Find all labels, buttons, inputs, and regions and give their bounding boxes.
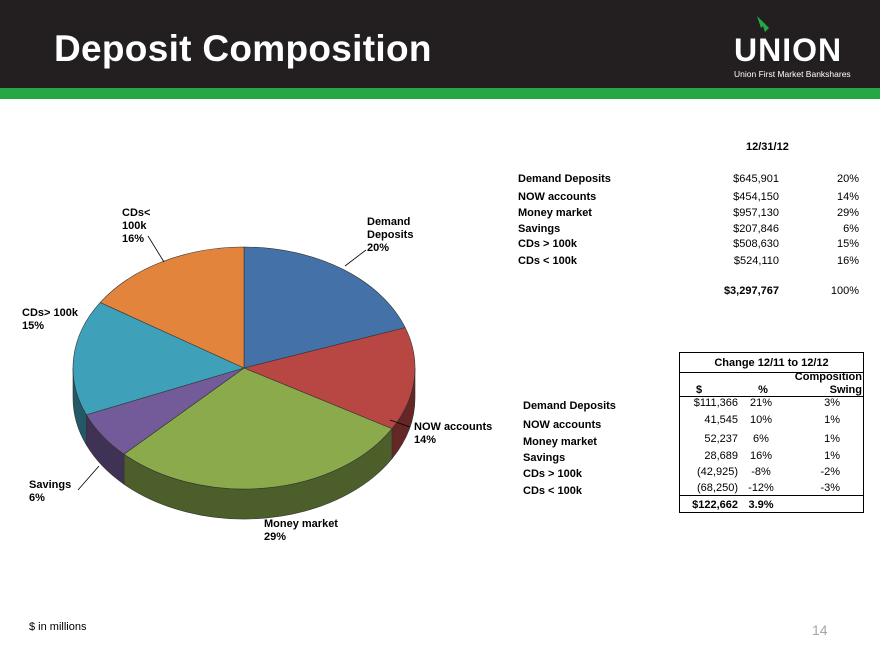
composition-date-header: 12/31/12 — [746, 141, 789, 153]
change-row-name: Demand Deposits — [523, 400, 616, 412]
comp-row-name: Money market — [518, 207, 592, 219]
comp-row-pct: 14% — [836, 191, 859, 203]
change-pct: 16% — [749, 450, 773, 462]
pie-slices — [72, 246, 416, 490]
comp-row-pct: 6% — [843, 223, 859, 235]
pie-label: Demand Deposits 20% — [367, 216, 413, 254]
comp-row-amount: $957,130 — [733, 207, 779, 219]
pie-leader-line — [77, 465, 100, 491]
change-table-title: Change 12/11 to 12/12 — [714, 357, 829, 369]
comp-row-pct: 29% — [836, 207, 859, 219]
comp-row-name: NOW accounts — [518, 191, 597, 203]
change-pct: 10% — [749, 414, 773, 426]
pie-label: Money market 29% — [264, 518, 338, 543]
change-swing: 3% — [824, 397, 840, 409]
header-accent-stripe — [0, 88, 880, 99]
change-row-name: CDs > 100k — [523, 468, 583, 480]
divider — [680, 372, 863, 373]
change-swing: -2% — [820, 466, 840, 478]
comp-row-pct: 15% — [836, 238, 859, 250]
col-header-swing: Composition — [794, 371, 862, 383]
change-dollar: (68,250) — [697, 482, 738, 494]
change-total-pct: 3.9% — [748, 499, 774, 511]
col-header-swing: Swing — [829, 384, 862, 396]
comp-row-name: CDs < 100k — [518, 255, 578, 267]
comp-total-pct: 100% — [830, 285, 859, 297]
change-table: Change 12/11 to 12/12 Composition $ % Sw… — [679, 352, 864, 513]
col-header-dollar: $ — [695, 384, 703, 396]
divider — [680, 495, 863, 496]
page-title: Deposit Composition — [54, 28, 432, 69]
change-pct: 6% — [753, 433, 769, 445]
change-dollar: 52,237 — [704, 433, 738, 445]
pie-labels: Demand Deposits 20% NOW accounts 14% Money ma… — [22, 207, 492, 543]
change-swing: 1% — [824, 414, 840, 426]
comp-row-name: Savings — [518, 223, 561, 235]
comp-row-name: Demand Deposits — [518, 173, 611, 185]
pie-label: NOW accounts 14% — [414, 421, 492, 446]
pie-leader-line — [147, 235, 165, 263]
pie-label: CDs> 100k 15% — [22, 307, 79, 332]
comp-row-amount: $207,846 — [733, 223, 779, 235]
divider — [680, 396, 863, 397]
logo-tagline: Union First Market Bankshares — [734, 69, 851, 79]
comp-row-name: CDs > 100k — [518, 238, 578, 250]
change-swing: -3% — [820, 482, 840, 494]
change-row-name: Money market — [523, 436, 597, 448]
page-number: 14 — [812, 622, 828, 638]
comp-row-amount: $508,630 — [733, 238, 779, 250]
footnote: $ in millions — [29, 621, 87, 633]
change-swing: 1% — [824, 450, 840, 462]
comp-row-amount: $454,150 — [733, 191, 779, 203]
pie-slice — [123, 367, 393, 490]
col-header-pct: % — [758, 384, 768, 396]
change-row-name: CDs < 100k — [523, 485, 583, 497]
change-pct: -12% — [748, 482, 774, 494]
change-dollar: (42,925) — [697, 466, 738, 478]
comp-row-pct: 16% — [836, 255, 859, 267]
pie-slice — [72, 302, 245, 416]
logo-wordmark: UNION — [734, 32, 843, 68]
pie-leader-line — [389, 419, 411, 428]
pie-leader-line — [344, 249, 367, 267]
pie-slice — [99, 246, 245, 369]
comp-row-amount: $645,901 — [733, 173, 779, 185]
deposit-pie-chart: Demand Deposits 20% NOW accounts 14% Money ma… — [22, 207, 492, 543]
change-dollar: 41,545 — [704, 414, 738, 426]
change-row-name: NOW accounts — [523, 419, 602, 431]
change-swing: 1% — [824, 433, 840, 445]
pie-label: CDs< 100k 16% — [122, 207, 150, 245]
change-pct: -8% — [751, 466, 771, 478]
header-bar — [0, 0, 880, 88]
change-pct: 21% — [749, 397, 773, 409]
leaf-icon — [757, 16, 769, 32]
change-dollar: 28,689 — [704, 450, 738, 462]
comp-total-amount: $3,297,767 — [723, 285, 779, 297]
pie-leader-lines — [77, 235, 411, 491]
pie-slice — [243, 246, 406, 369]
pie-label: Savings 6% — [29, 479, 71, 504]
comp-row-amount: $524,110 — [733, 255, 779, 267]
change-total-dollar: $122,662 — [692, 499, 738, 511]
union-logo: UNION Union First Market Bankshares — [728, 14, 860, 82]
change-row-name: Savings — [523, 452, 566, 464]
change-dollar: $111,366 — [693, 397, 738, 409]
comp-row-pct: 20% — [836, 173, 859, 185]
